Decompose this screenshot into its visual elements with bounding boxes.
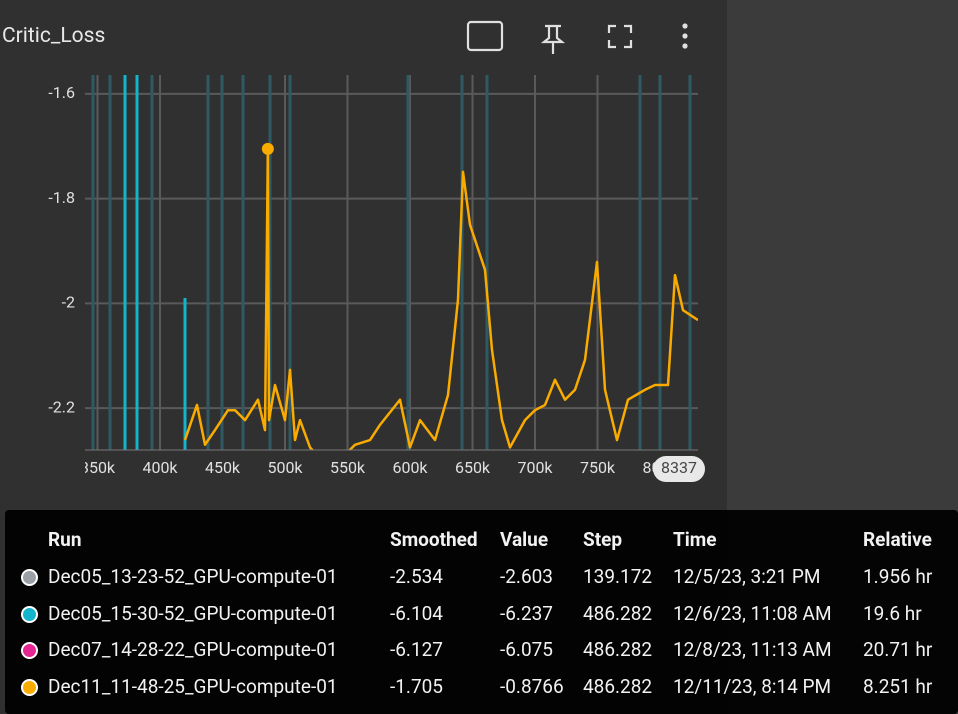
toolbar <box>466 20 633 54</box>
y-tick-label: -2 <box>62 293 75 312</box>
run-color <box>21 642 38 660</box>
column-header: Time <box>673 528 717 551</box>
run-color <box>21 569 38 586</box>
x-tick-label: 750k <box>580 458 616 477</box>
cell: 8.251 hr <box>863 675 933 699</box>
fullscreen-button[interactable] <box>607 24 633 49</box>
x-tick-label: 400k <box>142 458 178 477</box>
plot <box>183 147 698 450</box>
highlight-point <box>261 142 274 155</box>
cell: -1.705 <box>390 675 443 699</box>
series-line <box>183 147 698 450</box>
x-tick-label: 350k <box>80 458 116 477</box>
column-header: Relative <box>863 528 932 551</box>
x-tick-label: 700k <box>517 458 553 477</box>
cell: 12/11/23, 8:14 PM <box>673 675 832 699</box>
x-tick-label: 550k <box>330 458 366 477</box>
cyan-lines <box>123 75 187 450</box>
cell: 12/5/23, 3:21 PM <box>673 565 821 588</box>
cell: -6.237 <box>500 601 553 625</box>
cell: 486.282 <box>583 638 653 662</box>
cell: 486.282 <box>583 601 653 625</box>
column-header: Smoothed <box>390 528 478 551</box>
y-tick-label: -1.8 <box>48 188 75 207</box>
cell: -0.8766 <box>500 675 564 699</box>
cell: 139.172 <box>583 565 653 588</box>
cell: 486.282 <box>583 675 653 699</box>
fit-domain-button[interactable] <box>466 20 504 52</box>
more-button[interactable] <box>682 23 688 49</box>
cell: Dec05_15-30-52_GPU-compute-01 <box>48 601 338 625</box>
teal-lines <box>91 75 692 450</box>
cell: 20.71 hr <box>863 638 933 662</box>
x-axis: 350k400k450k500k550k600k650k700k750k800k <box>80 458 678 477</box>
cell: -6.104 <box>390 601 443 625</box>
cell: Dec05_13-23-52_GPU-compute-01 <box>48 565 338 588</box>
pin-button[interactable] <box>540 24 566 54</box>
y-tick-label: -2.2 <box>48 397 75 416</box>
cell: -2.603 <box>500 565 553 588</box>
column-header: Run <box>48 528 82 551</box>
cell: -6.075 <box>500 638 553 662</box>
cell: 12/8/23, 11:13 AM <box>673 638 832 662</box>
cell: Dec07_14-28-22_GPU-compute-01 <box>48 638 338 662</box>
hover-label: 8337 <box>661 458 697 477</box>
cell: -2.534 <box>390 565 443 588</box>
y-tick-label: -1.6 <box>48 83 75 102</box>
cell: 12/6/23, 11:08 AM <box>673 601 832 625</box>
hover-label-box <box>653 456 705 482</box>
run-color <box>21 605 38 623</box>
cell: 19.6 hr <box>863 601 922 625</box>
card-title: Critic_Loss <box>2 24 106 48</box>
x-tick-label: 500k <box>267 458 303 477</box>
column-header: Step <box>583 528 623 551</box>
chart: 350k400k450k500k550k600k650k700k750k800k… <box>48 20 705 482</box>
x-tick-label: 450k <box>205 458 241 477</box>
run-color <box>21 679 38 697</box>
other-runs <box>91 75 692 450</box>
cell: Dec11_11-48-25_GPU-compute-01 <box>48 675 338 699</box>
column-header: Value <box>500 528 549 551</box>
x-tick-label: 600k <box>392 458 428 477</box>
cell: 1.956 hr <box>863 565 933 588</box>
cell: -6.127 <box>390 638 443 662</box>
tooltip: Run Smoothed Value Step Time Relative Dec05_13… <box>5 510 958 714</box>
x-tick-label: 650k <box>455 458 491 477</box>
